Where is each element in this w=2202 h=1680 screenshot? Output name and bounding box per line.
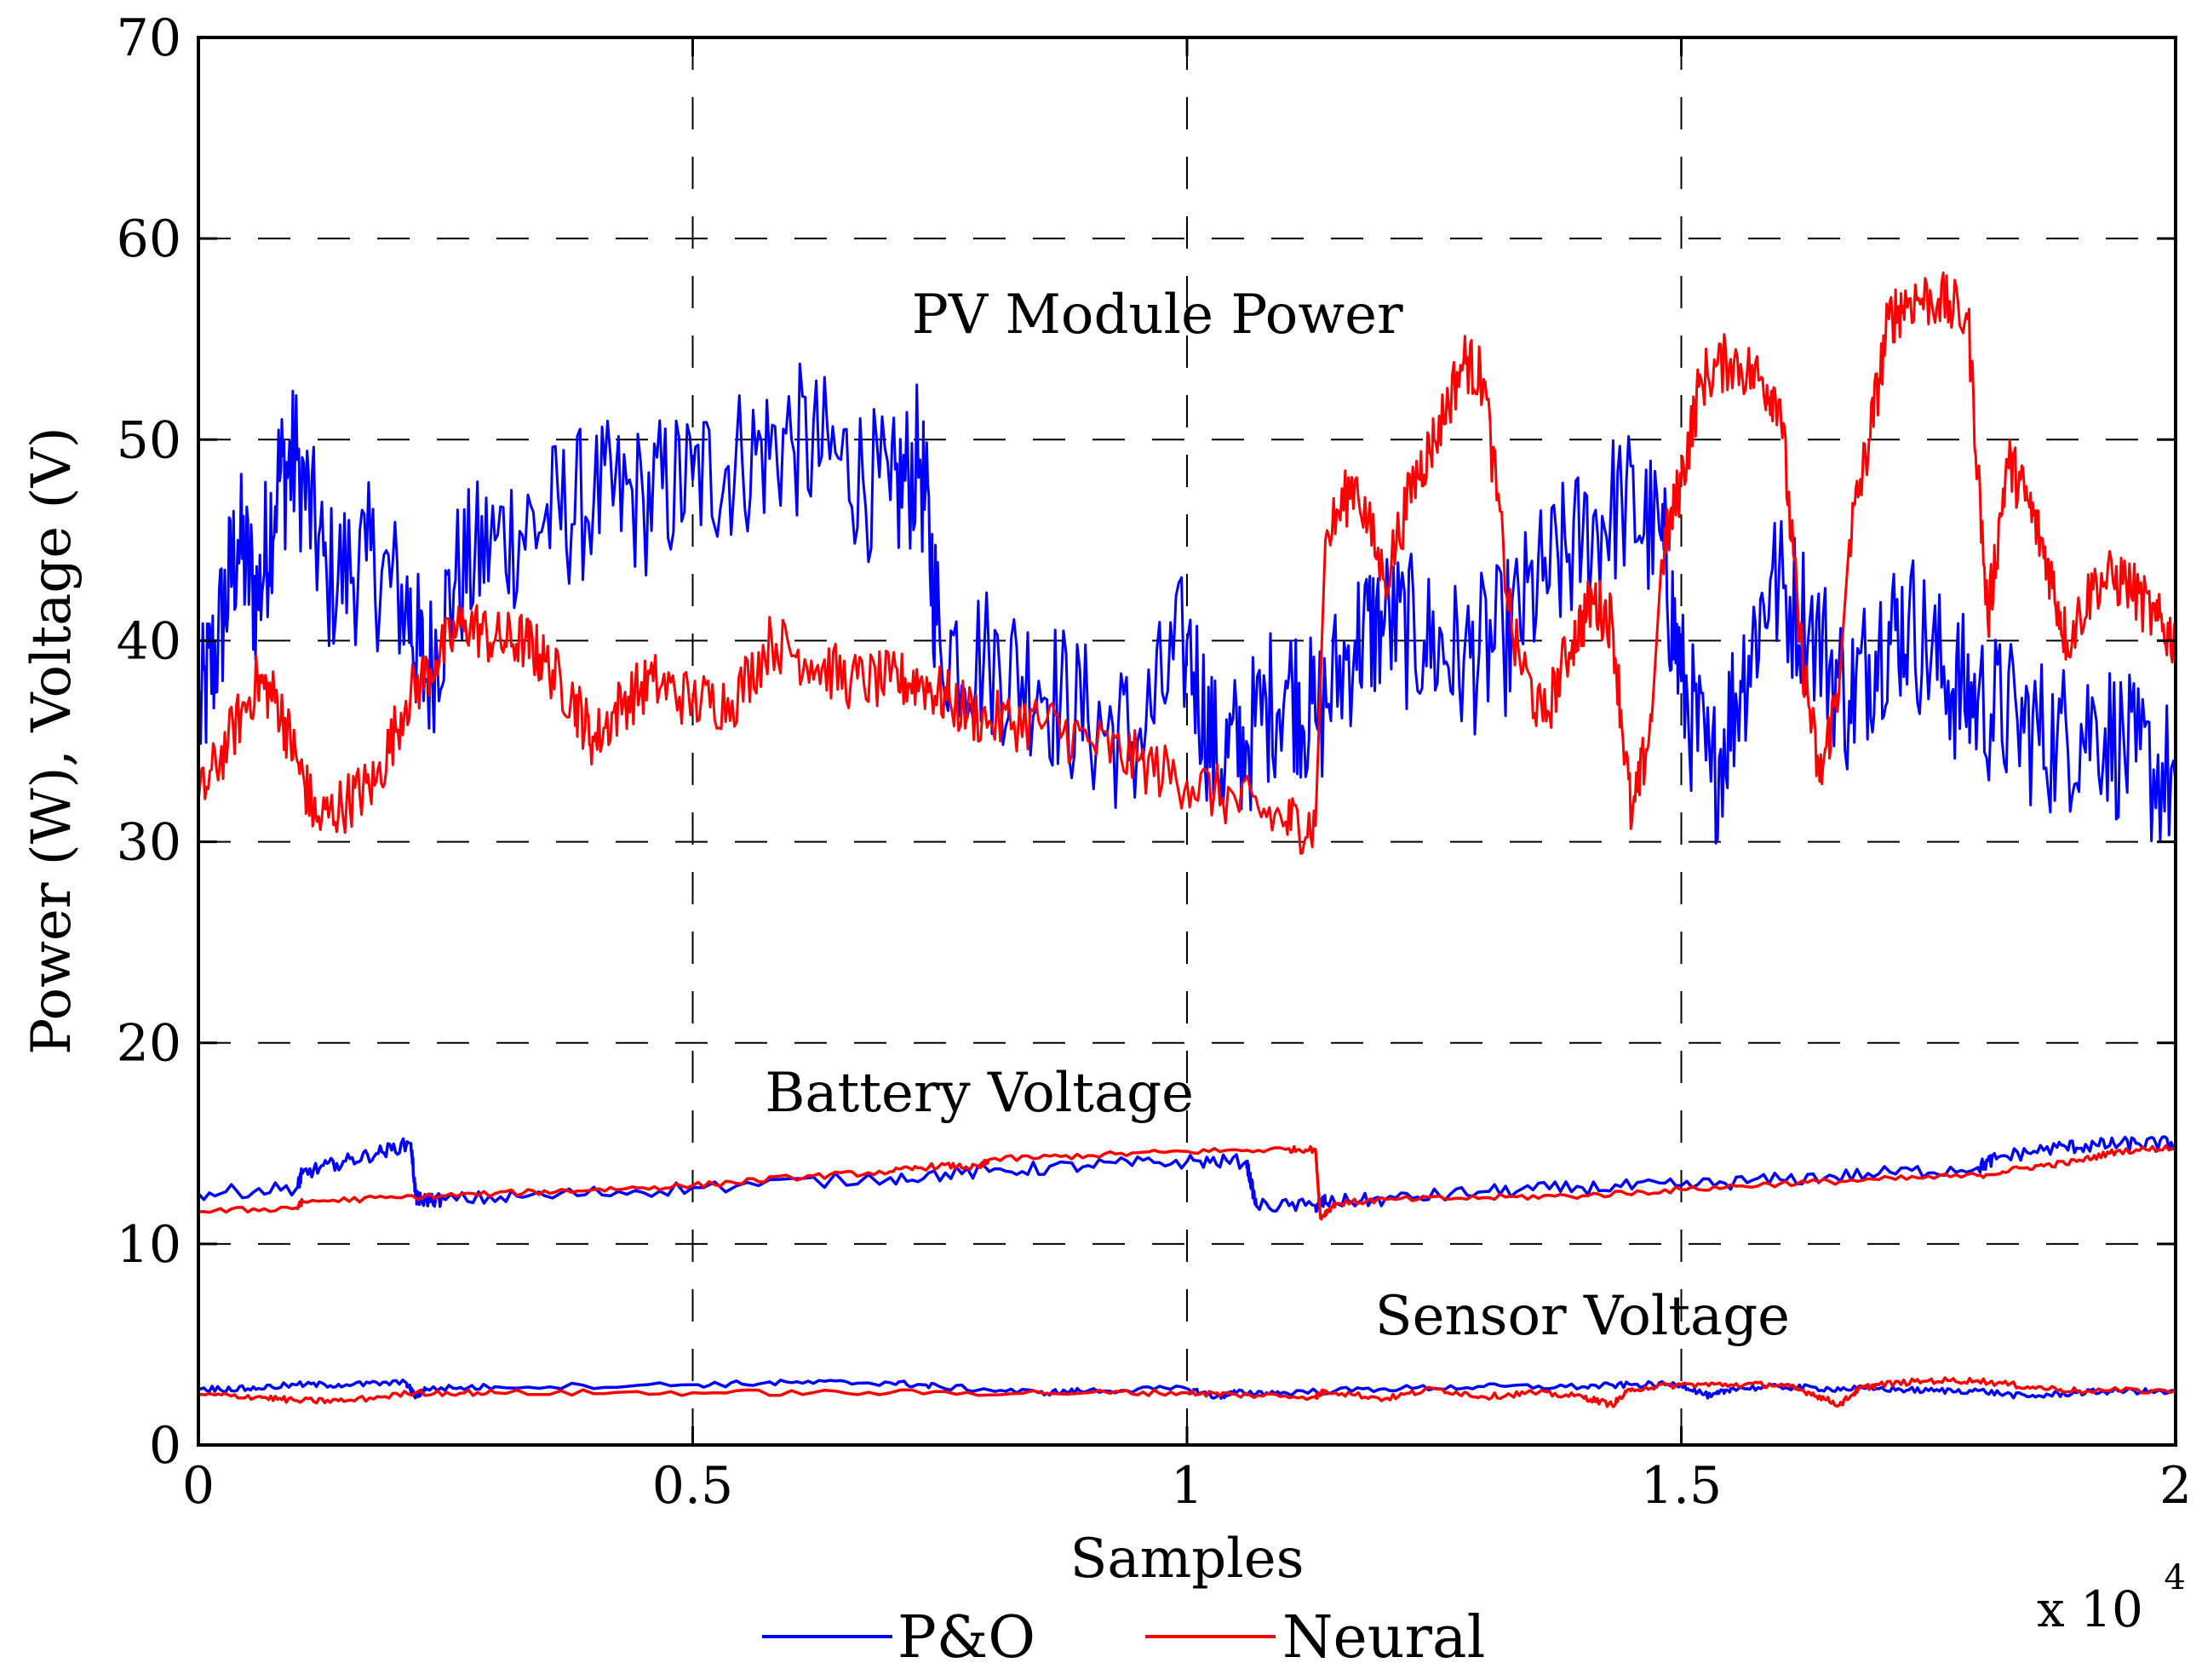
axis-ticks: 0 10 20 30 40 50 60 70 0 0.5 1 1.5 2 — [117, 9, 2192, 1516]
series-line-battery-voltage-neural — [198, 1144, 2176, 1221]
y-tick-label: 30 — [117, 813, 181, 873]
y-tick-label: 50 — [117, 410, 181, 470]
x-axis-title: Samples — [1070, 1528, 1305, 1591]
legend: P&O Neural — [762, 1604, 1485, 1671]
x-tick-label: 1.5 — [1641, 1456, 1722, 1516]
y-tick-label: 40 — [117, 611, 181, 671]
x-tick-label: 0.5 — [652, 1456, 733, 1516]
annotation-sensor-voltage: Sensor Voltage — [1375, 1285, 1790, 1348]
annotations: PV Module Power Battery Voltage Sensor Vol… — [765, 284, 1790, 1348]
legend-label-p-and-o: P&O — [897, 1604, 1035, 1671]
y-tick-label: 70 — [117, 9, 181, 68]
x-tick-label: 2 — [2159, 1456, 2192, 1516]
series-line-battery-voltage-p-o — [197, 1135, 2177, 1213]
y-tick-label: 60 — [117, 209, 181, 269]
series-group — [197, 271, 2177, 1408]
annotation-pv-module-power: PV Module Power — [912, 284, 1403, 347]
y-axis-title: Power (W), Voltage (V) — [20, 427, 83, 1055]
x-tick-label: 1 — [1171, 1456, 1203, 1516]
legend-label-neural: Neural — [1282, 1604, 1485, 1671]
y-tick-label: 20 — [117, 1014, 181, 1074]
y-tick-label: 0 — [149, 1416, 181, 1476]
x-axis-multiplier-exponent: 4 — [2164, 1558, 2185, 1597]
x-tick-label: 0 — [182, 1456, 215, 1516]
annotation-battery-voltage: Battery Voltage — [765, 1062, 1194, 1125]
y-tick-label: 10 — [117, 1215, 181, 1275]
series-line-sensor-voltage-neural — [198, 1376, 2176, 1408]
x-axis-multiplier-base: x 10 — [2037, 1580, 2143, 1638]
x-axis-multiplier: x 10 4 — [2037, 1558, 2186, 1638]
series-line-pv-module-power-neural — [197, 271, 2177, 855]
